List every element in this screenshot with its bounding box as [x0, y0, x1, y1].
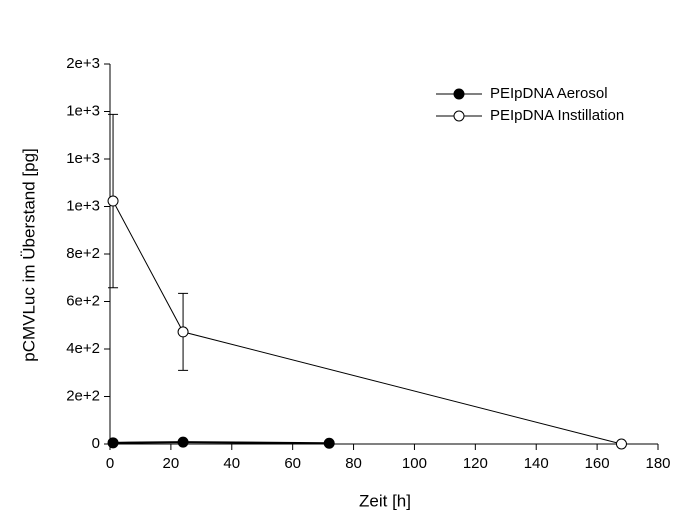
- y-tick-label: 1e+3: [66, 102, 100, 119]
- legend-marker: [453, 110, 465, 122]
- marker: [107, 195, 119, 207]
- marker: [107, 437, 119, 449]
- y-tick-label: 2e+2: [66, 387, 100, 404]
- x-tick-label: 60: [284, 455, 301, 472]
- x-tick-label: 160: [585, 455, 610, 472]
- marker: [177, 436, 189, 448]
- marker: [615, 438, 627, 450]
- legend-label: PEIpDNA Aerosol: [490, 85, 608, 102]
- y-tick-label: 1e+3: [66, 150, 100, 167]
- x-axis-label: Zeit [h]: [359, 491, 411, 510]
- y-axis-label: pCMVLuc im Überstand [pg]: [19, 148, 38, 362]
- x-tick-label: 180: [645, 455, 670, 472]
- y-tick-label: 1e+3: [66, 197, 100, 214]
- x-tick-label: 80: [345, 455, 362, 472]
- series-line: [113, 441, 330, 445]
- marker: [323, 437, 335, 449]
- y-tick-label: 6e+2: [66, 292, 100, 309]
- x-tick-label: 140: [524, 455, 549, 472]
- series-line: [112, 200, 622, 445]
- legend-marker: [453, 88, 465, 100]
- y-tick-label: 2e+3: [66, 55, 100, 72]
- y-tick-label: 0: [92, 435, 100, 452]
- marker: [177, 326, 189, 338]
- y-tick-label: 4e+2: [66, 340, 100, 357]
- x-tick-label: 120: [463, 455, 488, 472]
- x-tick-label: 40: [223, 455, 240, 472]
- y-tick-label: 8e+2: [66, 245, 100, 262]
- x-tick-label: 100: [402, 455, 427, 472]
- legend-label: PEIpDNA Instillation: [490, 107, 624, 124]
- x-tick-label: 20: [163, 455, 180, 472]
- x-tick-label: 0: [106, 455, 114, 472]
